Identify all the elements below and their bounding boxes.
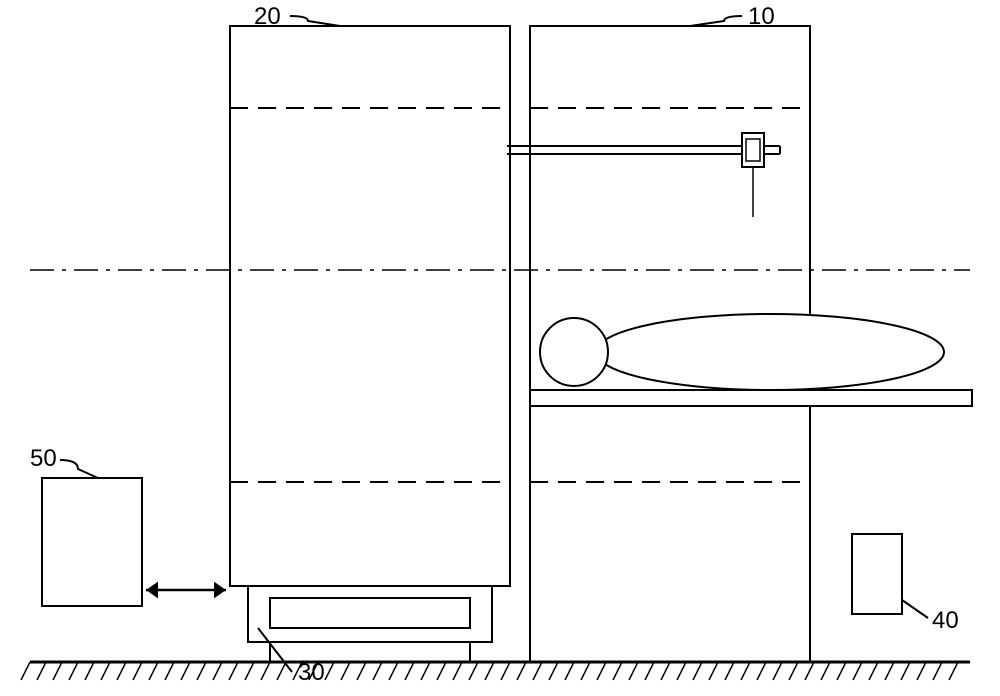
diagram-canvas: 10 20 30 40 50 xyxy=(0,0,1000,696)
label-20: 20 xyxy=(254,3,281,30)
label-40: 40 xyxy=(932,607,959,634)
label-50: 50 xyxy=(30,445,57,472)
label-10: 10 xyxy=(748,3,775,30)
label-30: 30 xyxy=(298,659,325,686)
